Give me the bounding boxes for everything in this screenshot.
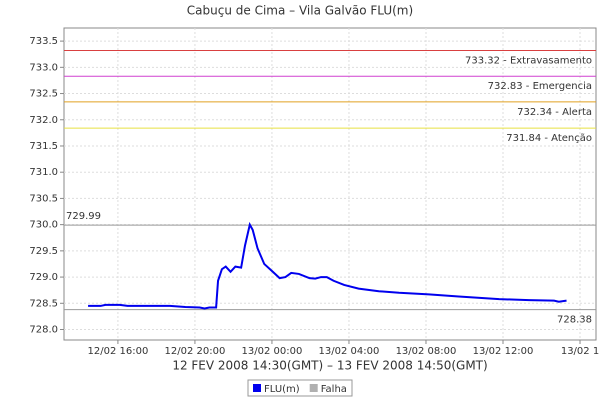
y-tick-label: 731.5 [29,141,58,152]
y-tick-label: 732.0 [29,115,58,126]
y-tick-label: 728.0 [29,325,58,336]
legend-label: Falha [321,384,347,395]
x-tick-label: 13/02 12:00 [473,346,534,357]
y-tick-label: 731.0 [29,167,58,178]
legend-swatch [253,384,261,392]
legend-label: FLU(m) [264,384,300,395]
x-axis-title: 12 FEV 2008 14:30(GMT) – 13 FEV 2008 14:… [172,359,487,373]
x-tick-label: 13/02 1 [561,346,599,357]
threshold-label: 732.34 - Alerta [517,107,592,118]
chart-title: Cabuçu de Cima – Vila Galvão FLU(m) [187,4,413,18]
y-tick-label: 729.0 [29,272,58,283]
x-tick-label: 13/02 04:00 [319,346,380,357]
reference-label: 728.38 [557,315,592,326]
y-tick-label: 730.0 [29,220,58,231]
x-tick-label: 13/02 00:00 [242,346,303,357]
threshold-label: 732.83 - Emergencia [488,81,592,92]
reference-label: 729.99 [66,211,101,222]
y-tick-label: 728.5 [29,298,58,309]
legend-swatch [309,384,318,392]
x-tick-label: 12/02 20:00 [165,346,226,357]
threshold-label: 733.32 - Extravasamento [465,56,592,67]
y-tick-label: 733.0 [29,62,58,73]
x-tick-label: 12/02 16:00 [87,346,148,357]
threshold-label: 731.84 - Atenção [506,133,592,144]
legend-box [247,379,353,397]
plot-area [63,27,597,341]
x-tick-label: 13/02 08:00 [396,346,457,357]
y-tick-label: 733.5 [29,36,58,47]
y-tick-label: 732.5 [29,89,58,100]
data-line [88,221,567,310]
legend: FLU(m) Falha [247,379,353,397]
y-tick-label: 729.5 [29,246,58,257]
y-tick-label: 730.5 [29,193,58,204]
